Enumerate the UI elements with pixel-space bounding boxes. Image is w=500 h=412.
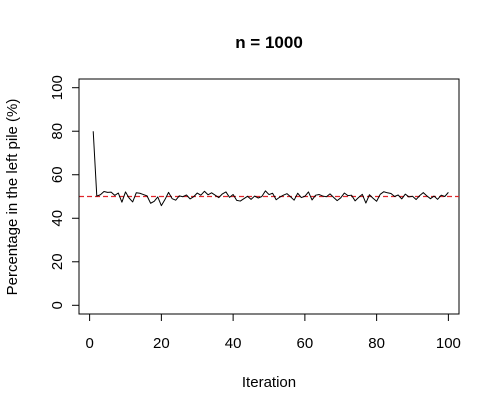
y-tick-label: 0 [49,301,66,309]
y-tick-label: 80 [49,123,66,140]
y-tick-label: 40 [49,210,66,227]
x-tick-label: 100 [436,335,461,352]
y-tick-label: 100 [49,75,66,100]
x-tick-label: 60 [297,335,314,352]
y-tick-label: 20 [49,253,66,270]
y-axis: 0 20 40 60 80 100 [49,75,80,309]
series-layer [92,131,449,207]
y-tick-label: 60 [49,166,66,183]
x-tick-label: 80 [368,335,385,352]
x-axis: 0 20 40 60 80 100 [85,313,461,352]
x-tick-label: 0 [85,335,93,352]
chart-title: n = 1000 [235,33,303,52]
series-line [92,131,449,207]
x-tick-label: 40 [225,335,242,352]
x-axis-label: Iteration [242,374,296,391]
y-axis-label: Percentage in the left pile (%) [4,99,21,296]
x-tick-label: 20 [153,335,170,352]
